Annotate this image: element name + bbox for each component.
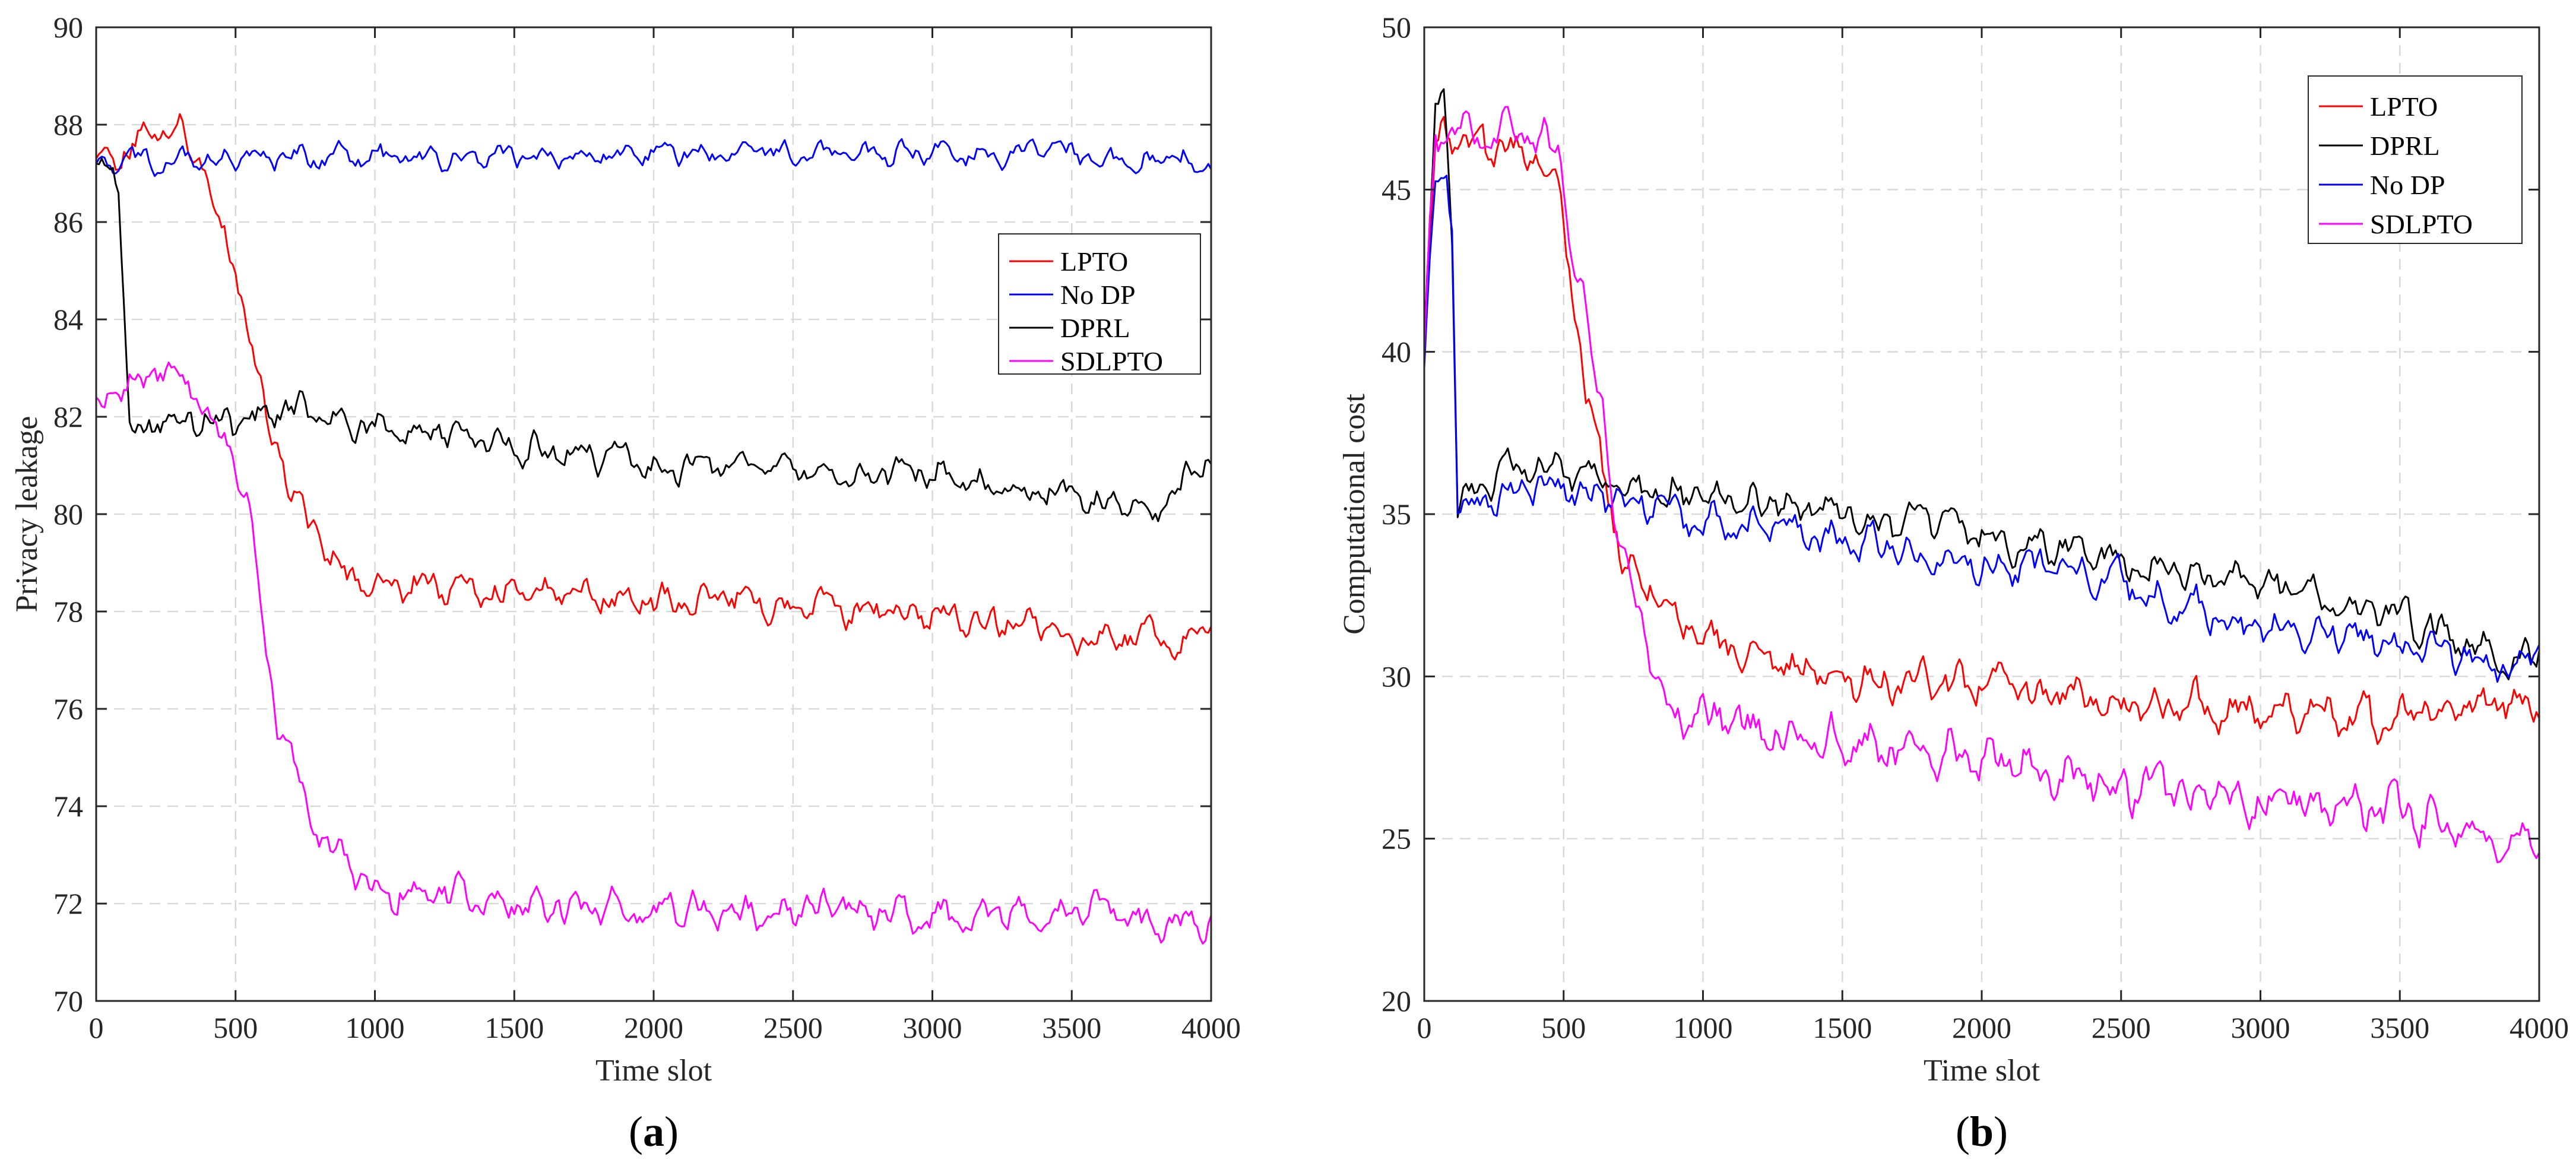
- x-tick-label: 2500: [2092, 1011, 2151, 1044]
- y-tick-label: 20: [1382, 984, 1411, 1018]
- y-tick-label: 86: [53, 205, 83, 239]
- y-tick-label: 70: [53, 984, 83, 1018]
- x-ticks-a: 0 500 1000 1500 2000 2500 3000 3500 4000: [89, 27, 1241, 1044]
- x-tick-label: 3500: [2370, 1011, 2429, 1044]
- legend-label: SDLPTO: [1060, 346, 1163, 376]
- legend-box-a: [998, 233, 1201, 375]
- x-axis-title-b: Time slot: [1924, 1054, 2040, 1088]
- y-tick-label: 90: [53, 11, 83, 44]
- y-tick-label: 82: [53, 400, 83, 433]
- chart-panel-b: 0 500 1000 1500 2000 2500 3000 3500 4000 20 25 30 3…: [1338, 11, 2569, 1155]
- x-tick-label: 2500: [763, 1011, 823, 1044]
- series-line-lpto-a: [95, 113, 1212, 661]
- legend-label: No DP: [2370, 170, 2445, 200]
- x-tick-label: 3000: [2231, 1011, 2290, 1044]
- y-tick-label: 84: [53, 303, 83, 336]
- series-group-a: [95, 113, 1212, 945]
- legend-label: DPRL: [2370, 131, 2440, 161]
- x-tick-label: 500: [213, 1011, 258, 1044]
- y-tick-label: 76: [53, 692, 83, 725]
- y-tick-label: 45: [1382, 173, 1411, 206]
- x-tick-label: 4000: [1181, 1011, 1241, 1044]
- x-tick-label: 1500: [1813, 1011, 1872, 1044]
- series-line-no-dp-a: [95, 138, 1212, 178]
- series-line-sdlpto-b: [1423, 106, 2540, 863]
- y-tick-label: 30: [1382, 660, 1411, 693]
- series-line-sdlpto-a: [95, 362, 1212, 945]
- y-tick-label: 74: [53, 790, 83, 823]
- x-tick-label: 0: [89, 1011, 104, 1044]
- grid-b: [1424, 27, 2539, 1001]
- grid-a: [96, 27, 1211, 1001]
- panel-label-b: (b): [1956, 1108, 2008, 1155]
- y-tick-label: 72: [53, 887, 83, 920]
- series-group-b: [1423, 88, 2540, 863]
- x-axis-title-a: Time slot: [595, 1054, 712, 1088]
- y-tick-label: 35: [1382, 498, 1411, 531]
- x-tick-label: 4000: [2510, 1011, 2569, 1044]
- x-tick-label: 0: [1417, 1011, 1432, 1044]
- chart-panel-a: 0 500 1000 1500 2000 2500 3000 3500 4000 7072747…: [10, 11, 1241, 1155]
- x-tick-label: 1000: [1674, 1011, 1733, 1044]
- y-ticks-b: 20 25 30 35 40 45 50: [1382, 11, 2539, 1018]
- x-ticks-b: 0 500 1000 1500 2000 2500 3000 3500 4000: [1417, 27, 2569, 1044]
- y-tick-label: 88: [53, 108, 83, 141]
- y-ticks-a: 70 72 74 76 78 80 82 84 86 88 90: [53, 11, 1211, 1018]
- y-tick-label: 80: [53, 498, 83, 531]
- x-tick-label: 2000: [1952, 1011, 2011, 1044]
- y-tick-label: 40: [1382, 335, 1411, 369]
- x-tick-label: 1500: [484, 1011, 544, 1044]
- legend-label: LPTO: [1060, 246, 1128, 277]
- x-tick-label: 1000: [346, 1011, 405, 1044]
- legend-label: LPTO: [2370, 91, 2438, 122]
- y-tick-label: 25: [1382, 822, 1411, 856]
- y-axis-title-b: Computational cost: [1338, 394, 1371, 635]
- x-tick-label: 3000: [903, 1011, 962, 1044]
- y-tick-label: 78: [53, 595, 83, 628]
- legend-label: SDLPTO: [2370, 209, 2473, 239]
- series-line-dprl-a: [96, 157, 1212, 522]
- legend-label: DPRL: [1060, 313, 1130, 343]
- panel-label-a: (a): [629, 1108, 679, 1155]
- legend-label: No DP: [1060, 280, 1136, 310]
- x-tick-label: 500: [1541, 1011, 1586, 1044]
- y-tick-label: 50: [1382, 11, 1411, 44]
- x-tick-label: 2000: [624, 1011, 683, 1044]
- x-tick-label: 3500: [1042, 1011, 1101, 1044]
- series-line-no-dp-b: [1423, 175, 2540, 683]
- legend-b: LPTO DPRL No DP SDLPTO: [2308, 75, 2523, 244]
- y-axis-title-a: Privacy leakage: [10, 416, 44, 613]
- legend-box-b: [2308, 75, 2523, 244]
